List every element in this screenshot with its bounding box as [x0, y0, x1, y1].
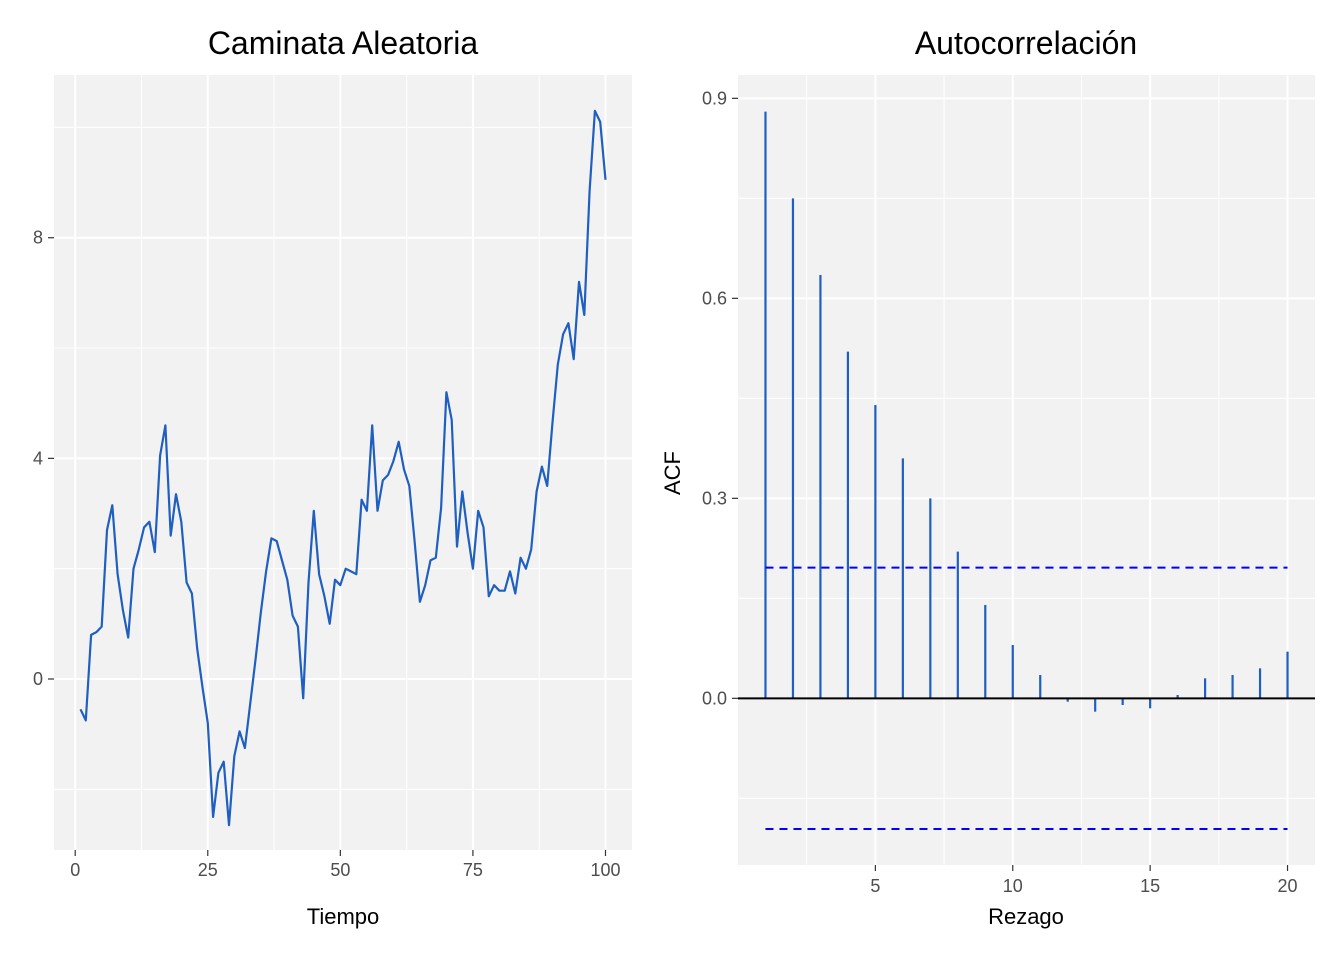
x-tick-label: 25 — [198, 860, 218, 880]
x-tick-label: 100 — [590, 860, 620, 880]
x-tick-label: 50 — [330, 860, 350, 880]
axes: 0 25 50 75 100 0 4 8 — [33, 228, 621, 880]
y-tick-label: 0.0 — [702, 688, 727, 708]
x-tick-label: 20 — [1278, 876, 1298, 896]
axes: 5 10 15 20 0.0 0.3 0.6 0.9 — [702, 88, 1298, 896]
x-tick-label: 5 — [870, 876, 880, 896]
acf-bars — [764, 111, 1289, 712]
acf-chart: Autocorrelación 5 10 15 20 0.0 0.3 0.6 0.9 Reza… — [660, 25, 1315, 929]
chart-title: Autocorrelación — [915, 25, 1137, 61]
reference-lines — [738, 566, 1315, 830]
x-axis-title: Tiempo — [307, 904, 380, 929]
y-tick-label: 8 — [33, 228, 43, 248]
y-tick-label: 0.6 — [702, 288, 727, 308]
y-tick-label: 0.9 — [702, 88, 727, 108]
random-walk-series-line — [79, 109, 607, 827]
random-walk-chart: Caminata Aleatoria 0 25 50 75 100 0 4 8 Tiempo — [33, 25, 632, 929]
plot-panel — [738, 75, 1315, 865]
x-tick-label: 75 — [463, 860, 483, 880]
y-tick-label: 4 — [33, 448, 43, 468]
y-tick-label: 0.3 — [702, 488, 727, 508]
y-axis-title: ACF — [660, 451, 685, 495]
x-axis-title: Rezago — [988, 904, 1064, 929]
chart-title: Caminata Aleatoria — [208, 25, 479, 61]
x-tick-label: 0 — [70, 860, 80, 880]
x-tick-label: 10 — [1003, 876, 1023, 896]
plot-panel — [54, 75, 632, 850]
x-tick-label: 15 — [1140, 876, 1160, 896]
y-tick-label: 0 — [33, 669, 43, 689]
